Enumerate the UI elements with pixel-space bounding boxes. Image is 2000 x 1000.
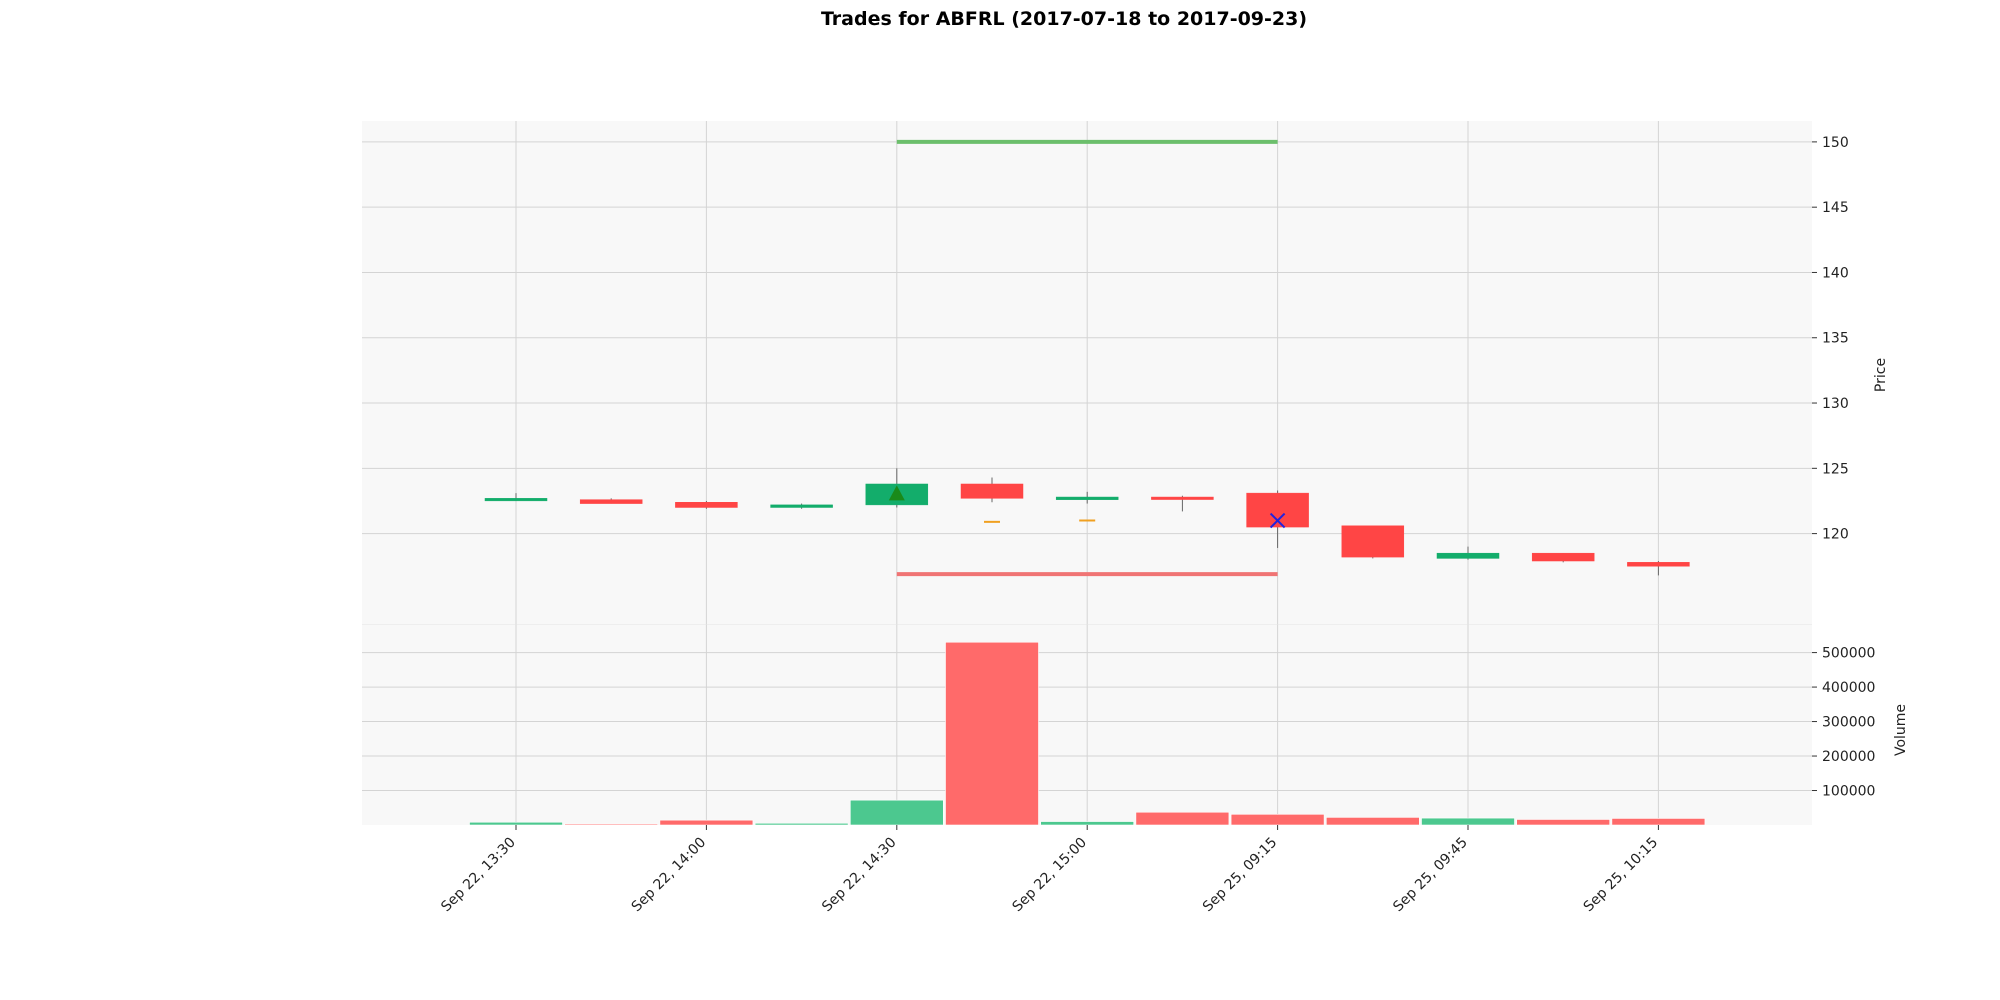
volume-bar	[1040, 821, 1134, 826]
volume-axis-label: Volume	[1893, 704, 1909, 756]
volume-bar	[849, 799, 944, 826]
volume-bar	[1421, 817, 1515, 826]
candle-body	[960, 483, 1024, 499]
price-tick-label: 120	[1822, 527, 1849, 543]
volume-tick-label: 500000	[1822, 646, 1875, 662]
price-tick-label: 135	[1822, 331, 1849, 347]
candle-body	[1246, 492, 1309, 528]
x-tick-label: Sep 25, 09:15	[1200, 835, 1281, 916]
x-tick-label: Sep 25, 10:15	[1581, 835, 1662, 916]
price-tick-label: 130	[1822, 396, 1849, 412]
volume-bar	[564, 823, 659, 826]
buy-marker	[888, 485, 905, 501]
volume-tick-label: 200000	[1822, 749, 1875, 765]
chart-title: Trades for ABFRL (2017-07-18 to 2017-09-…	[821, 8, 1307, 30]
volume-bar	[469, 821, 563, 826]
candle-body	[484, 498, 548, 502]
volume-panel: 100000 200000 300000 400000 500000	[362, 625, 1875, 826]
price-tick-label: 125	[1822, 461, 1849, 477]
volume-bar	[1230, 814, 1325, 826]
volume-tick-label: 400000	[1822, 680, 1875, 696]
volume-bar	[1516, 819, 1610, 826]
candle-body	[675, 502, 738, 508]
x-tick-label: Sep 22, 14:00	[629, 835, 710, 916]
volume-bar	[1326, 817, 1420, 826]
volume-bar	[754, 822, 849, 826]
price-tick-label: 145	[1822, 200, 1849, 216]
volume-tick-label: 300000	[1822, 715, 1875, 731]
price-tick-label: 140	[1822, 265, 1849, 281]
candle-body	[1055, 496, 1119, 500]
x-tick-label: Sep 22, 15:00	[1009, 835, 1090, 916]
price-axis-label: Price	[1873, 358, 1889, 392]
candle-body	[1436, 552, 1500, 559]
price-tick-label: 150	[1822, 135, 1849, 151]
candle-body	[1531, 552, 1595, 562]
candle-body	[1341, 525, 1405, 558]
volume-bar	[659, 819, 754, 826]
sell-marker	[1269, 512, 1286, 529]
x-tick-label: Sep 25, 09:45	[1390, 835, 1471, 916]
x-tick-label: Sep 22, 14:30	[819, 835, 900, 916]
candle-body	[1151, 496, 1214, 500]
x-axis: Sep 22, 13:30 Sep 22, 14:00 Sep 22, 14:30 S…	[438, 825, 1661, 915]
volume-tick-label: 100000	[1822, 784, 1875, 800]
volume-bar	[945, 641, 1039, 826]
candle-body	[770, 504, 833, 508]
candle-body	[579, 499, 643, 504]
candle-body	[1627, 562, 1690, 567]
x-tick-label: Sep 22, 13:30	[438, 835, 519, 916]
volume-bar	[1135, 811, 1230, 826]
price-panel: 120 125 130 135 140 145 150	[362, 121, 1849, 626]
volume-bar	[1611, 818, 1706, 826]
